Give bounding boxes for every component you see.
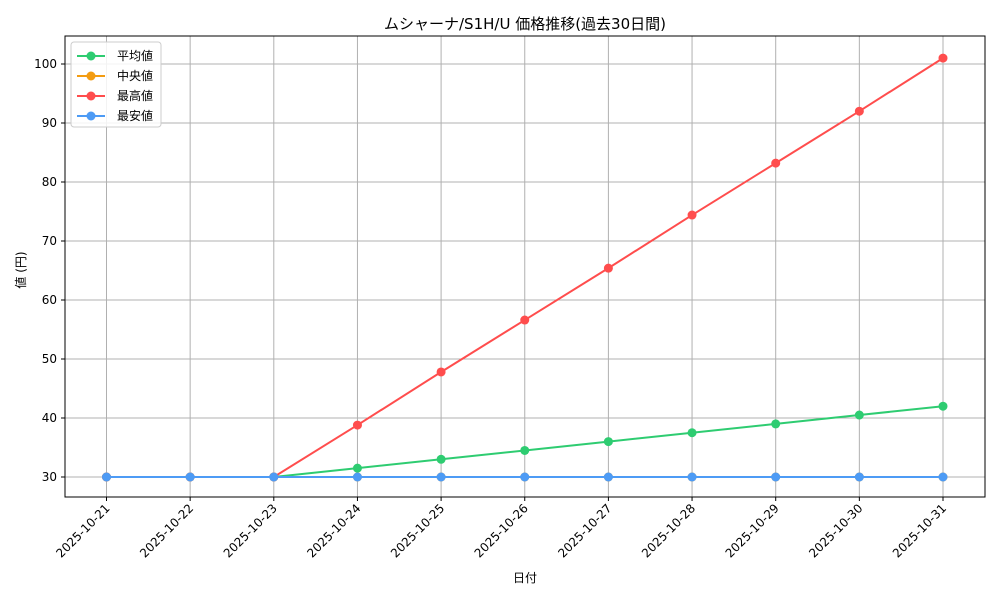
legend-marker — [86, 51, 96, 61]
data-point — [102, 472, 111, 482]
legend-marker — [86, 111, 96, 121]
y-tick-label: 60 — [42, 293, 57, 307]
data-point — [436, 472, 446, 482]
data-point — [603, 437, 613, 447]
x-tick-label: 2025-10-24 — [304, 501, 363, 560]
y-axis-label: 値 (円) — [13, 251, 28, 288]
x-tick-label: 2025-10-21 — [53, 501, 112, 560]
x-tick-label: 2025-10-23 — [221, 501, 280, 560]
data-point — [436, 367, 446, 377]
legend-box — [70, 41, 162, 128]
chart-title: ムシャーナ/S1H/U 価格推移(過去30日間) — [384, 15, 666, 33]
x-tick-label: 2025-10-29 — [723, 501, 782, 560]
data-point — [687, 472, 697, 482]
x-tick-label: 2025-10-31 — [890, 501, 949, 560]
data-point — [854, 410, 864, 420]
data-point — [603, 472, 613, 482]
legend-label: 中央値 — [117, 68, 153, 83]
data-point — [352, 472, 362, 482]
x-tick-label: 2025-10-28 — [639, 501, 698, 560]
x-axis: 2025-10-21 2025-10-22 2025-10-23 2025-10-24… — [53, 497, 949, 560]
grid — [65, 36, 985, 497]
series-3 — [102, 472, 948, 482]
x-axis-label: 日付 — [513, 571, 537, 585]
data-point — [938, 401, 948, 411]
x-tick-label: 2025-10-25 — [388, 501, 447, 560]
y-tick-label: 50 — [42, 352, 57, 366]
data-point — [771, 419, 781, 429]
data-point — [269, 472, 279, 482]
legend-label: 最安値 — [117, 108, 153, 123]
legend-marker — [86, 91, 96, 101]
data-point — [520, 445, 530, 455]
data-point — [771, 472, 781, 482]
y-tick-label: 30 — [42, 470, 57, 484]
data-point — [352, 420, 362, 430]
y-tick-label: 100 — [34, 57, 57, 71]
data-point — [854, 472, 864, 482]
data-point — [520, 315, 530, 325]
legend-marker — [86, 71, 96, 81]
x-tick-label: 2025-10-27 — [555, 501, 614, 560]
data-point — [938, 472, 948, 482]
series-layer — [102, 53, 948, 482]
data-point — [687, 428, 697, 438]
data-point — [771, 158, 781, 168]
x-tick-label: 2025-10-26 — [472, 501, 531, 560]
legend-label: 平均値 — [117, 48, 153, 63]
data-point — [854, 106, 864, 116]
legend-label: 最高値 — [117, 88, 153, 103]
y-tick-label: 70 — [42, 234, 57, 248]
x-tick-label: 2025-10-30 — [806, 501, 865, 560]
data-point — [520, 472, 530, 482]
data-point — [687, 210, 697, 220]
data-point — [185, 472, 195, 482]
y-tick-label: 80 — [42, 175, 57, 189]
data-point — [938, 53, 948, 63]
data-point — [352, 463, 362, 473]
data-point — [436, 454, 446, 464]
y-tick-label: 40 — [42, 411, 57, 425]
data-point — [603, 263, 613, 273]
y-axis: 30 40 50 60 70 80 90 100 — [34, 57, 65, 484]
y-tick-label: 90 — [42, 116, 57, 130]
x-tick-label: 2025-10-22 — [137, 501, 196, 560]
